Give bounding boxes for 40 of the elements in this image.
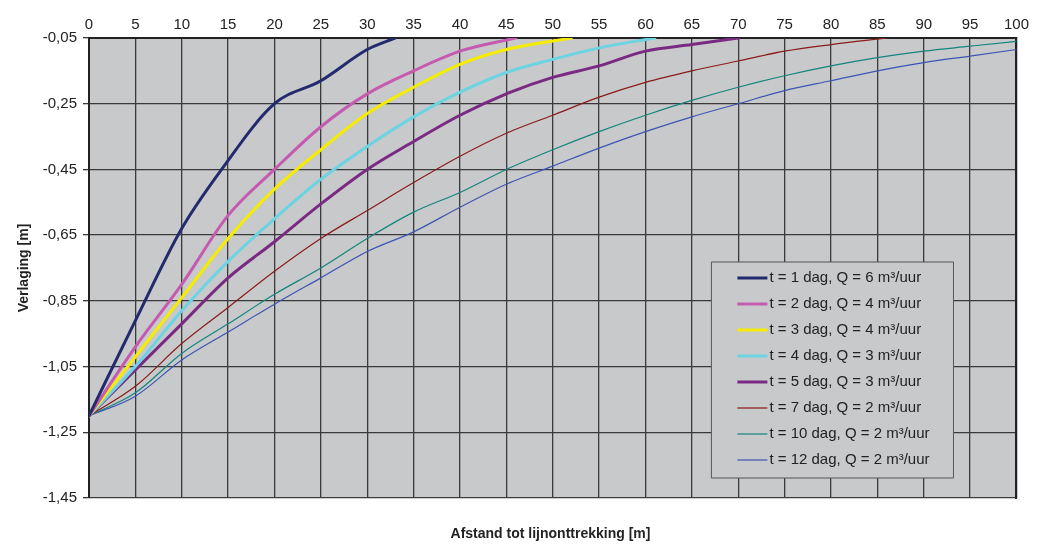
x-tick-label: 75 [776, 15, 793, 33]
x-tick-label: 60 [637, 15, 654, 33]
legend-label: t = 1 dag, Q = 6 m³/uur [769, 268, 922, 286]
y-axis-title: Verlaging [m] [15, 223, 32, 313]
y-tick-label: -1,25 [42, 422, 77, 440]
x-tick-label: 65 [683, 15, 701, 33]
x-tick-label: 55 [590, 15, 608, 33]
x-tick-label: 40 [451, 15, 469, 33]
y-tick-label: -1,05 [42, 356, 77, 374]
legend-label: t = 7 dag, Q = 2 m³/uur [769, 398, 922, 416]
line-series [88, 38, 397, 418]
x-tick-label: 50 [544, 15, 562, 33]
x-tick-label: 85 [869, 15, 886, 33]
x-tick-label: 95 [961, 15, 979, 33]
legend-label: t = 4 dag, Q = 3 m³/uur [769, 346, 922, 364]
x-tick-label: 0 [84, 15, 94, 33]
x-tick-label: 25 [312, 15, 330, 33]
x-tick-label: 20 [266, 15, 283, 33]
x-tick-label: 80 [822, 15, 840, 33]
x-tick-label: 10 [173, 15, 191, 33]
y-tick-label: -0,25 [42, 93, 77, 111]
x-tick-label: 5 [131, 15, 140, 33]
x-tick-label: 100 [1003, 15, 1029, 33]
y-tick-label: -0,45 [42, 159, 77, 177]
legend-label: t = 12 dag, Q = 2 m³/uur [769, 450, 930, 468]
x-tick-label: 35 [405, 15, 422, 33]
legend-label: t = 10 dag, Q = 2 m³/uur [769, 424, 930, 442]
y-tick-label: -0,85 [42, 291, 77, 308]
legend-label: t = 5 dag, Q = 3 m³/uur [769, 372, 922, 390]
y-tick-label: -0,65 [42, 225, 77, 243]
y-tick-label: -1,45 [42, 488, 77, 506]
x-axis-title: Afstand tot lijnonttrekking [m] [449, 525, 652, 541]
x-tick-label: 15 [219, 15, 237, 33]
x-tick-label: 30 [358, 15, 376, 33]
legend-label: t = 3 dag, Q = 4 m³/uur [769, 320, 922, 338]
x-tick-label: 45 [498, 15, 515, 33]
x-tick-label: 90 [915, 15, 933, 33]
legend-label: t = 2 dag, Q = 4 m³/uur [769, 294, 922, 312]
x-tick-label: 70 [729, 15, 747, 33]
y-tick-label: -0,05 [42, 28, 77, 46]
